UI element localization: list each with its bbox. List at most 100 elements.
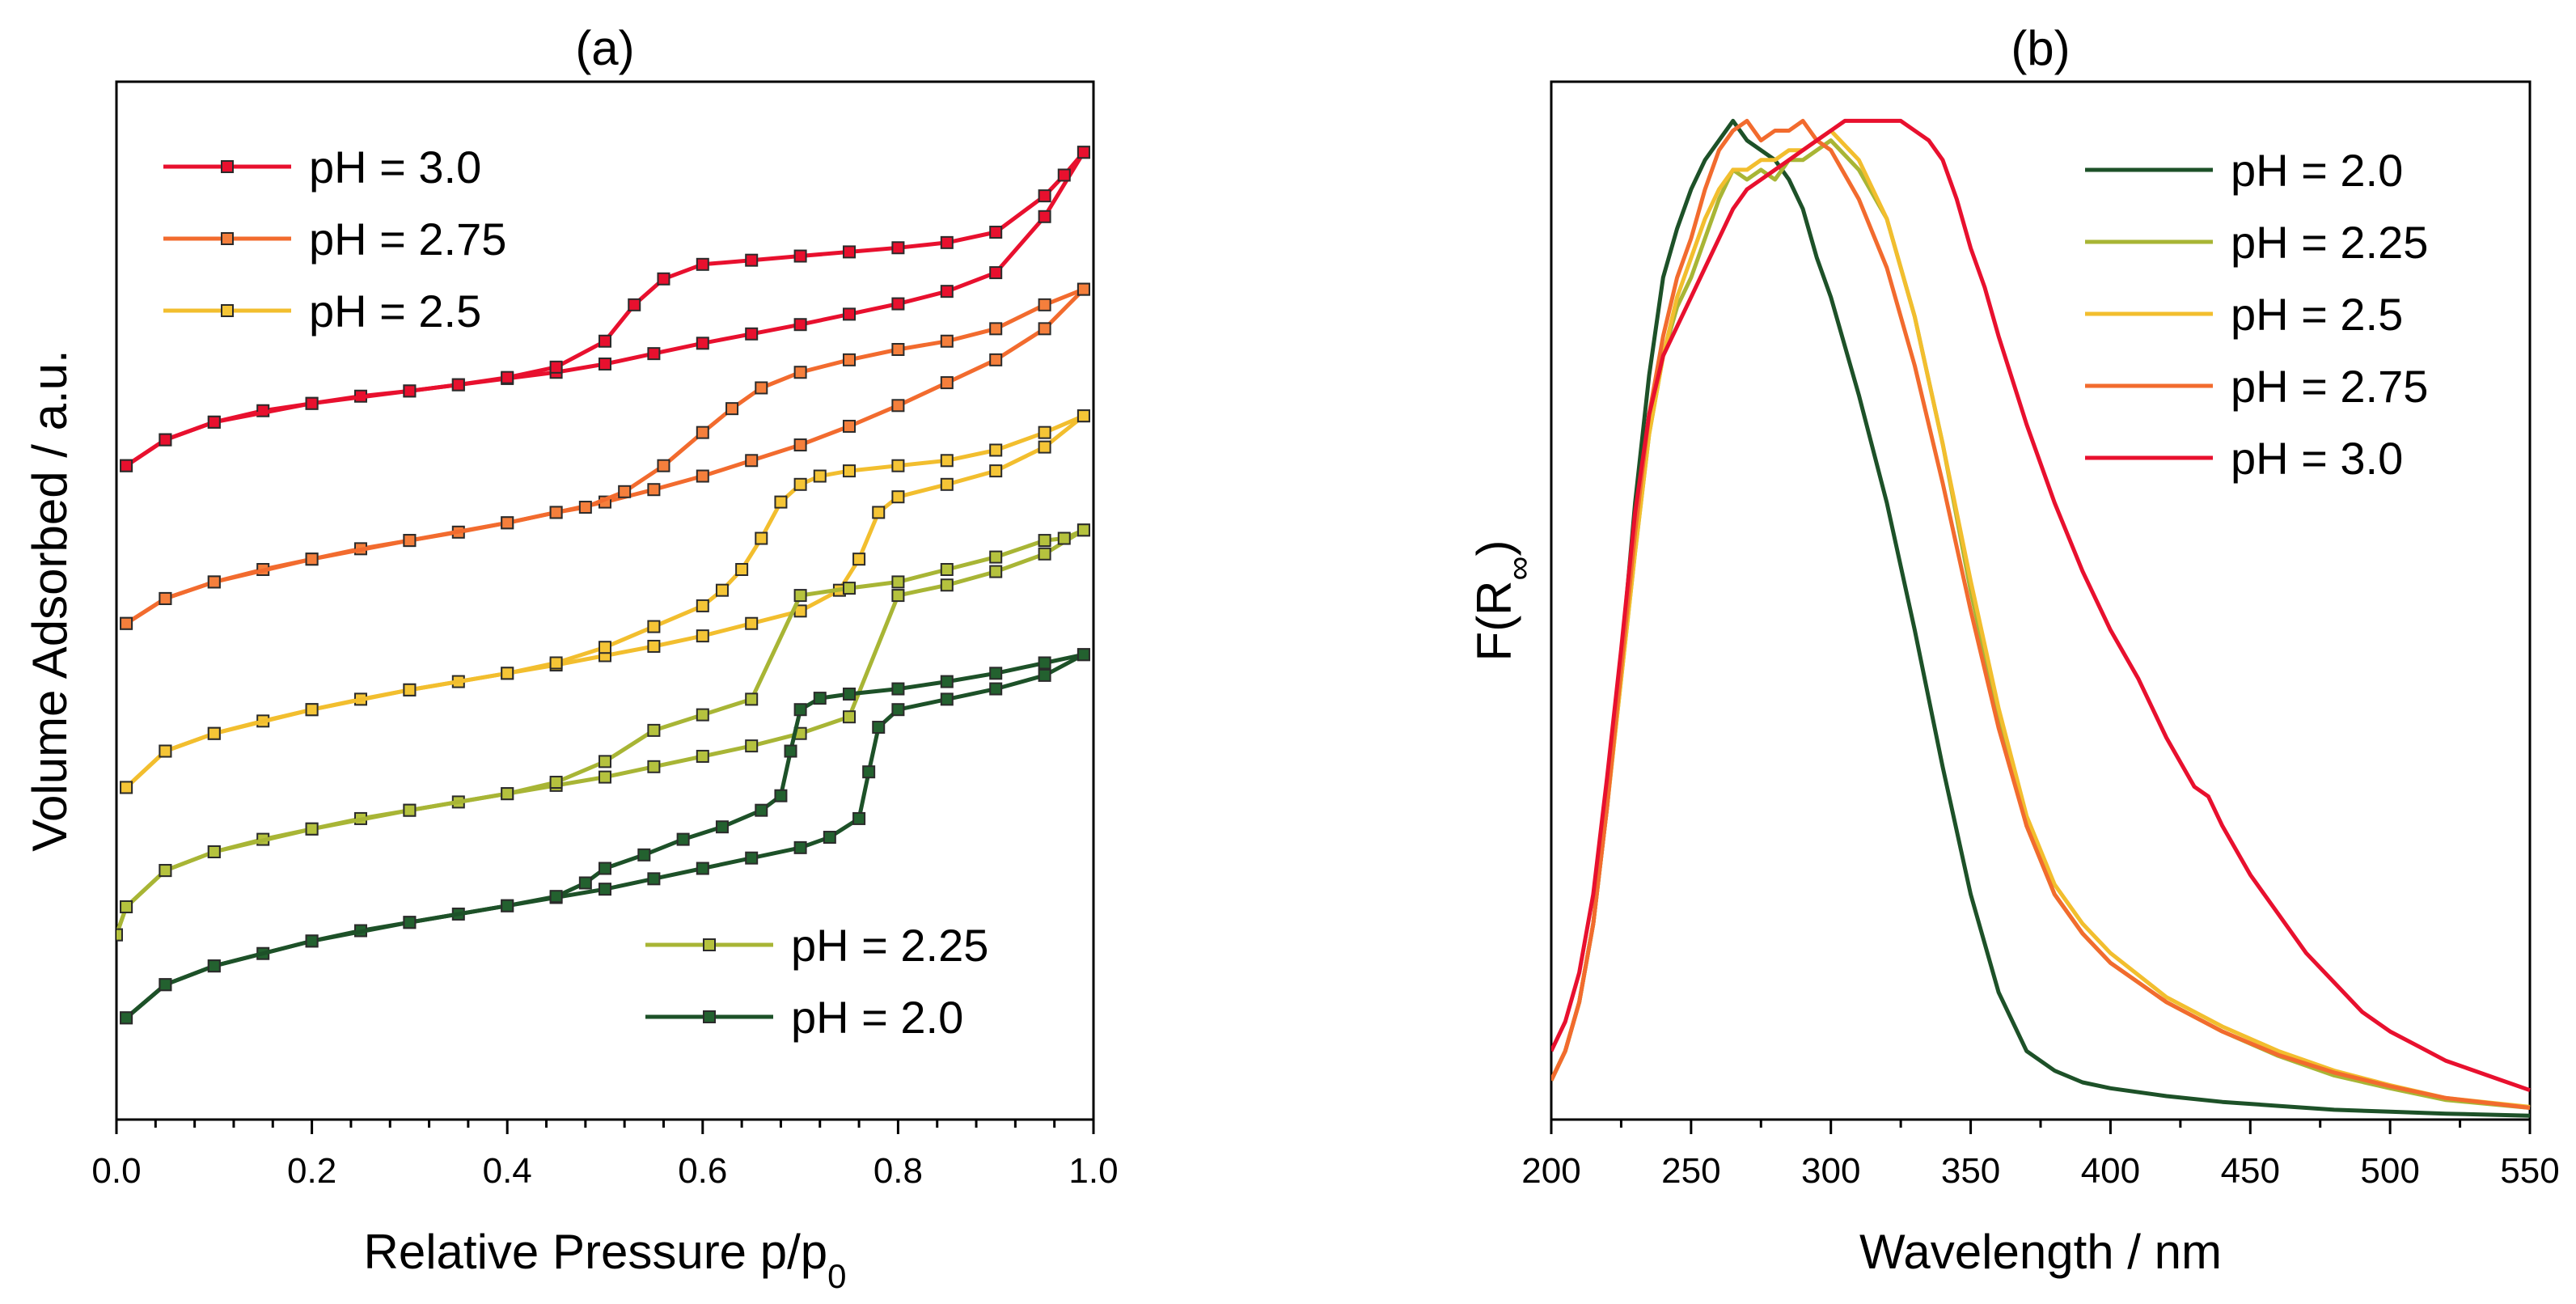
data-point	[159, 591, 172, 605]
data-point	[1077, 523, 1090, 537]
data-point	[843, 464, 856, 478]
x-tick-label: 0.6	[678, 1151, 727, 1191]
data-point	[159, 744, 172, 758]
data-point	[793, 840, 807, 854]
data-point	[715, 820, 729, 834]
data-point	[1038, 298, 1051, 311]
data-point	[120, 459, 133, 472]
x-tick-label: 400	[2081, 1151, 2140, 1191]
data-point	[1038, 210, 1051, 223]
data-point	[628, 298, 641, 311]
data-point	[403, 916, 417, 929]
data-point	[852, 811, 866, 825]
data-point	[1038, 189, 1051, 203]
legend-label: pH = 2.75	[2231, 361, 2428, 412]
data-point	[1077, 146, 1090, 159]
data-point	[989, 565, 1003, 578]
data-point	[451, 378, 465, 392]
data-point	[891, 343, 905, 357]
data-point	[599, 770, 611, 784]
data-point	[1038, 534, 1051, 548]
desorption-line	[125, 287, 1085, 625]
series-2.5	[1551, 129, 2531, 1109]
adsorption-line	[125, 414, 1085, 790]
legend-label: pH = 3.0	[309, 142, 481, 193]
legend-label: pH = 2.75	[309, 214, 506, 265]
data-point	[159, 864, 172, 878]
data-point	[578, 876, 592, 890]
data-point	[305, 822, 319, 836]
data-point	[1038, 547, 1051, 561]
data-point	[549, 506, 563, 519]
data-point	[784, 744, 797, 758]
data-point	[578, 501, 592, 514]
data-point	[305, 396, 319, 410]
data-point	[657, 272, 670, 286]
legend-label: pH = 2.0	[2231, 145, 2403, 196]
data-point	[813, 692, 827, 705]
series-line	[1551, 118, 2531, 1110]
x-axis-label: Relative Pressure p/p0	[364, 1225, 847, 1295]
data-point	[549, 890, 563, 904]
data-point	[305, 703, 319, 717]
data-point	[843, 687, 856, 701]
data-point	[989, 322, 1003, 336]
data-point	[549, 656, 563, 670]
data-point	[793, 589, 807, 603]
data-point	[715, 583, 729, 597]
series-line	[1551, 118, 2531, 1118]
legend-entry: pH = 2.5	[2085, 289, 2403, 340]
data-point	[549, 360, 563, 374]
legend-entry: pH = 2.25	[645, 920, 988, 971]
data-point	[403, 803, 417, 817]
y-axis-label: F(R∞)	[1467, 540, 1538, 662]
data-point	[696, 862, 709, 875]
data-point	[207, 415, 221, 429]
data-point	[940, 578, 954, 592]
data-point	[1077, 282, 1090, 296]
data-point	[852, 553, 866, 566]
data-point	[599, 641, 611, 654]
legend-entry: pH = 2.75	[163, 214, 506, 265]
data-point	[891, 589, 905, 603]
data-point	[599, 357, 611, 370]
y-axis-label: Volume Adsorbed / a.u.	[23, 349, 77, 851]
data-point	[403, 683, 417, 696]
data-point	[501, 899, 514, 912]
data-point	[813, 469, 827, 483]
data-point	[403, 384, 417, 398]
legend-entry: pH = 2.75	[2085, 361, 2428, 412]
series-line	[1551, 129, 2531, 1109]
data-point	[207, 726, 221, 740]
data-point	[696, 629, 709, 643]
data-point	[862, 765, 876, 779]
x-axis-label: Wavelength / nm	[1859, 1225, 2222, 1279]
data-point	[774, 789, 788, 802]
data-point	[501, 667, 514, 680]
data-point	[843, 710, 856, 724]
series-2.25	[116, 523, 1090, 942]
legend-label: pH = 2.25	[791, 920, 988, 971]
data-point	[305, 553, 319, 566]
data-point	[1038, 322, 1051, 336]
x-tick-label: 0.4	[483, 1151, 532, 1191]
data-point	[501, 516, 514, 530]
data-point	[940, 563, 954, 577]
data-point	[647, 723, 661, 737]
data-point	[735, 563, 749, 577]
data-point	[696, 257, 709, 271]
data-point	[637, 848, 651, 862]
x-tick-label: 500	[2360, 1151, 2419, 1191]
legend-entry: pH = 2.25	[2085, 217, 2428, 268]
data-point	[120, 1011, 133, 1025]
data-point	[774, 495, 788, 509]
legend-marker	[703, 938, 716, 951]
desorption-line	[125, 413, 1085, 790]
legend-entry: pH = 2.0	[645, 992, 963, 1043]
legend-label: pH = 3.0	[2231, 433, 2403, 484]
x-tick-label: 450	[2221, 1151, 2280, 1191]
x-tick-label: 200	[1521, 1151, 1580, 1191]
data-point	[989, 226, 1003, 239]
series-2.5	[120, 409, 1090, 794]
